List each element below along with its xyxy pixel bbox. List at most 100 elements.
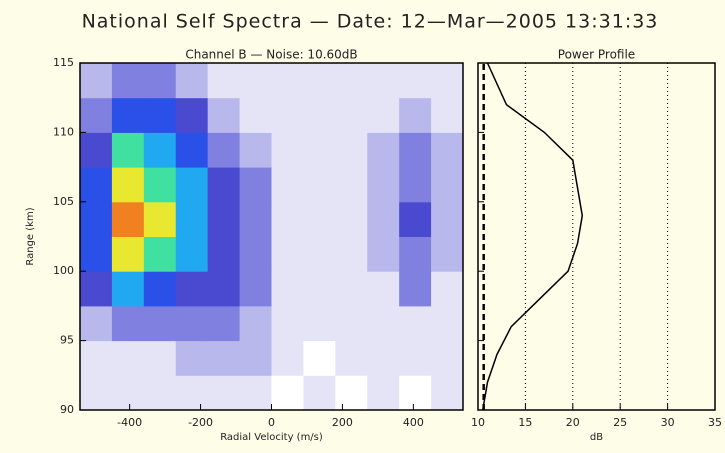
heat-cell: [367, 63, 400, 99]
heat-cell: [143, 201, 177, 237]
heat-cell: [367, 236, 400, 272]
heat-cell: [399, 167, 432, 203]
heat-cell: [80, 132, 113, 168]
heat-cell: [207, 271, 241, 307]
heat-cell: [367, 201, 400, 237]
heat-cell: [399, 271, 432, 307]
heat-cell: [239, 63, 272, 99]
heat-cell: [111, 340, 145, 376]
heat-cell: [80, 201, 113, 237]
heat-cell: [271, 340, 304, 376]
heat-cell: [303, 201, 336, 237]
x-tick-label: 200: [332, 416, 353, 429]
subplot-title: Power Profile: [558, 48, 635, 62]
heat-cell: [239, 236, 272, 272]
heat-cell: [143, 340, 177, 376]
heat-cell: [207, 305, 241, 342]
x-tick-label: 30: [661, 416, 675, 429]
heat-cell: [431, 375, 464, 411]
heat-cell: [80, 236, 113, 272]
heat-cell: [335, 305, 368, 342]
heat-cell: [80, 305, 113, 342]
heat-cell: [239, 97, 272, 133]
heat-cell: [143, 167, 177, 203]
heat-cell: [111, 167, 145, 203]
heat-cell: [111, 375, 145, 411]
heat-cell: [143, 375, 177, 411]
heat-cell: [80, 375, 113, 411]
heat-cell: [207, 132, 241, 168]
heat-cell: [239, 375, 272, 411]
heat-cell: [367, 167, 400, 203]
heat-cell: [303, 63, 336, 99]
heat-cell: [399, 340, 432, 376]
heat-cell: [335, 236, 368, 272]
heat-cell: [175, 201, 209, 237]
heat-cell: [80, 97, 113, 133]
heat-cell: [239, 132, 272, 168]
heat-cell: [399, 132, 432, 168]
heat-cell: [399, 236, 432, 272]
heat-cell: [143, 271, 177, 307]
heat-cell: [207, 340, 241, 376]
x-tick-label: 15: [518, 416, 532, 429]
heat-cell: [271, 132, 304, 168]
x-tick-label: 0: [268, 416, 275, 429]
heat-cell: [367, 271, 400, 307]
heat-cell: [80, 167, 113, 203]
heat-cell: [271, 236, 304, 272]
y-tick-label: 110: [53, 125, 74, 138]
heat-cell: [271, 63, 304, 99]
x-axis-title: Radial Velocity (m/s): [220, 432, 323, 443]
heat-cell: [143, 132, 177, 168]
profile-line: [482, 62, 584, 411]
heat-cell: [239, 167, 272, 203]
y-tick-label: 105: [53, 195, 74, 208]
heat-cell: [303, 271, 336, 307]
heat-cell: [431, 201, 464, 237]
y-tick-label: 115: [53, 56, 74, 69]
heat-cell: [303, 167, 336, 203]
heat-cell: [175, 375, 209, 411]
x-tick-label: 20: [566, 416, 580, 429]
heat-cell: [431, 271, 464, 307]
heat-cell: [335, 375, 368, 411]
heat-cell: [207, 201, 241, 237]
heat-cell: [399, 375, 432, 411]
x-tick-label: -400: [117, 416, 142, 429]
heat-cell: [111, 236, 145, 272]
heat-cell: [143, 236, 177, 272]
heat-cell: [143, 97, 177, 133]
heat-cell: [431, 236, 464, 272]
heat-cell: [175, 63, 209, 99]
heat-cell: [239, 271, 272, 307]
heat-cell: [207, 167, 241, 203]
heat-cell: [303, 236, 336, 272]
heat-cell: [335, 97, 368, 133]
heat-cell: [239, 305, 272, 342]
heat-cell: [111, 201, 145, 237]
heat-cell: [80, 340, 113, 376]
heat-cell: [271, 305, 304, 342]
heat-cell: [367, 375, 400, 411]
heat-cell: [271, 201, 304, 237]
heat-cell: [431, 305, 464, 342]
heat-cell: [143, 63, 177, 99]
heat-cell: [431, 63, 464, 99]
heat-cell: [207, 97, 241, 133]
x-axis-title: dB: [590, 432, 603, 443]
plot-frame: [477, 62, 716, 411]
x-tick-label: 25: [613, 416, 627, 429]
x-tick-label: 400: [403, 416, 424, 429]
page-title: National Self Spectra — Date: 12—Mar—200…: [82, 11, 659, 33]
heat-cell: [367, 305, 400, 342]
heat-cell: [80, 271, 113, 307]
heat-cell: [239, 340, 272, 376]
heat-cell: [111, 271, 145, 307]
heat-cell: [367, 132, 400, 168]
heat-cell: [303, 97, 336, 133]
heat-cell: [271, 97, 304, 133]
y-tick-label: 95: [60, 334, 74, 347]
heat-cell: [175, 236, 209, 272]
